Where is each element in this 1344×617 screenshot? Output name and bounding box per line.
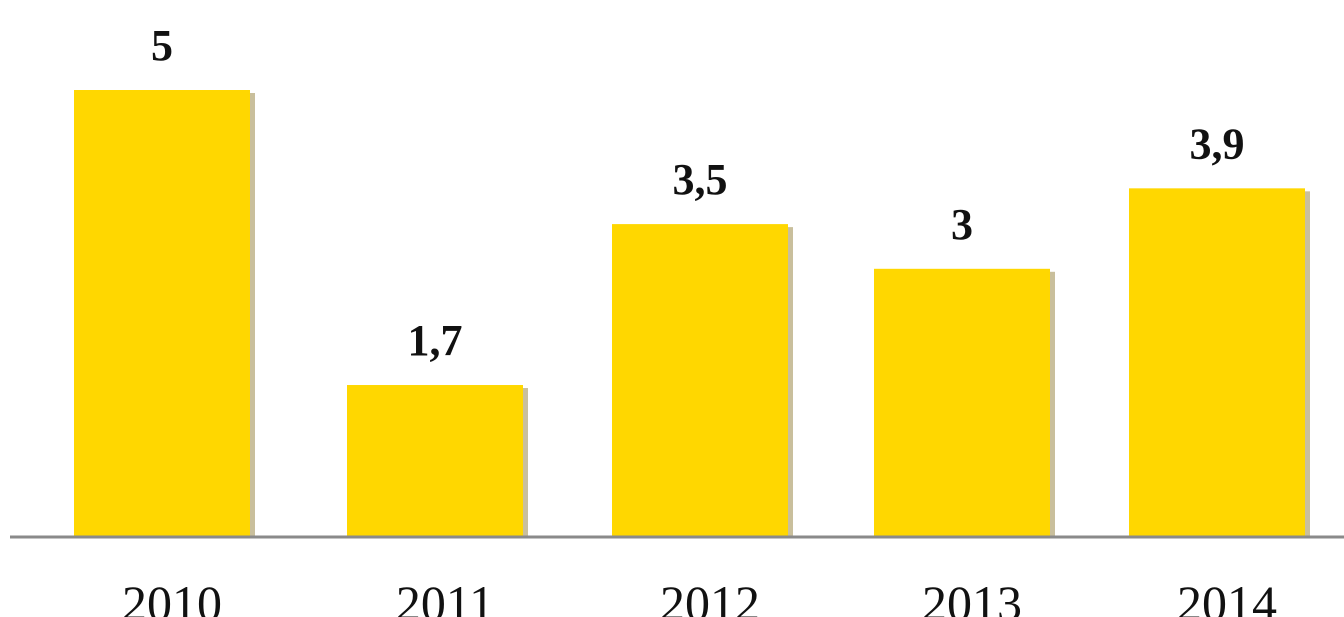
x-tick-label-2011: 2011 bbox=[396, 575, 494, 617]
value-label-2012: 3,5 bbox=[673, 155, 728, 204]
x-tick-label-2013: 2013 bbox=[922, 575, 1022, 617]
value-label-2011: 1,7 bbox=[408, 316, 463, 365]
value-label-2013: 3 bbox=[951, 200, 973, 249]
bar-2012 bbox=[612, 224, 788, 537]
bar-2010 bbox=[74, 90, 250, 537]
x-tick-label-2014: 2014 bbox=[1177, 575, 1277, 617]
bars-layer bbox=[74, 90, 1310, 537]
value-labels-layer: 5 1,7 3,5 3 3,9 bbox=[151, 21, 1245, 365]
value-label-2010: 5 bbox=[151, 21, 173, 70]
x-tick-labels-layer: 2010 2011 2012 2013 2014 bbox=[122, 575, 1277, 617]
bar-2013 bbox=[874, 268, 1050, 537]
bar-2011 bbox=[347, 385, 523, 537]
bar-2014 bbox=[1129, 188, 1305, 537]
x-tick-label-2010: 2010 bbox=[122, 575, 222, 617]
x-tick-label-2012: 2012 bbox=[660, 575, 760, 617]
value-label-2014: 3,9 bbox=[1190, 119, 1245, 168]
